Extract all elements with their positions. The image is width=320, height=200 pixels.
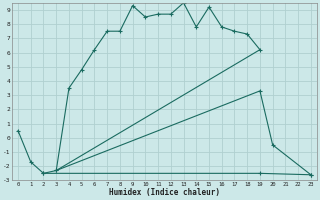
X-axis label: Humidex (Indice chaleur): Humidex (Indice chaleur) [109,188,220,197]
